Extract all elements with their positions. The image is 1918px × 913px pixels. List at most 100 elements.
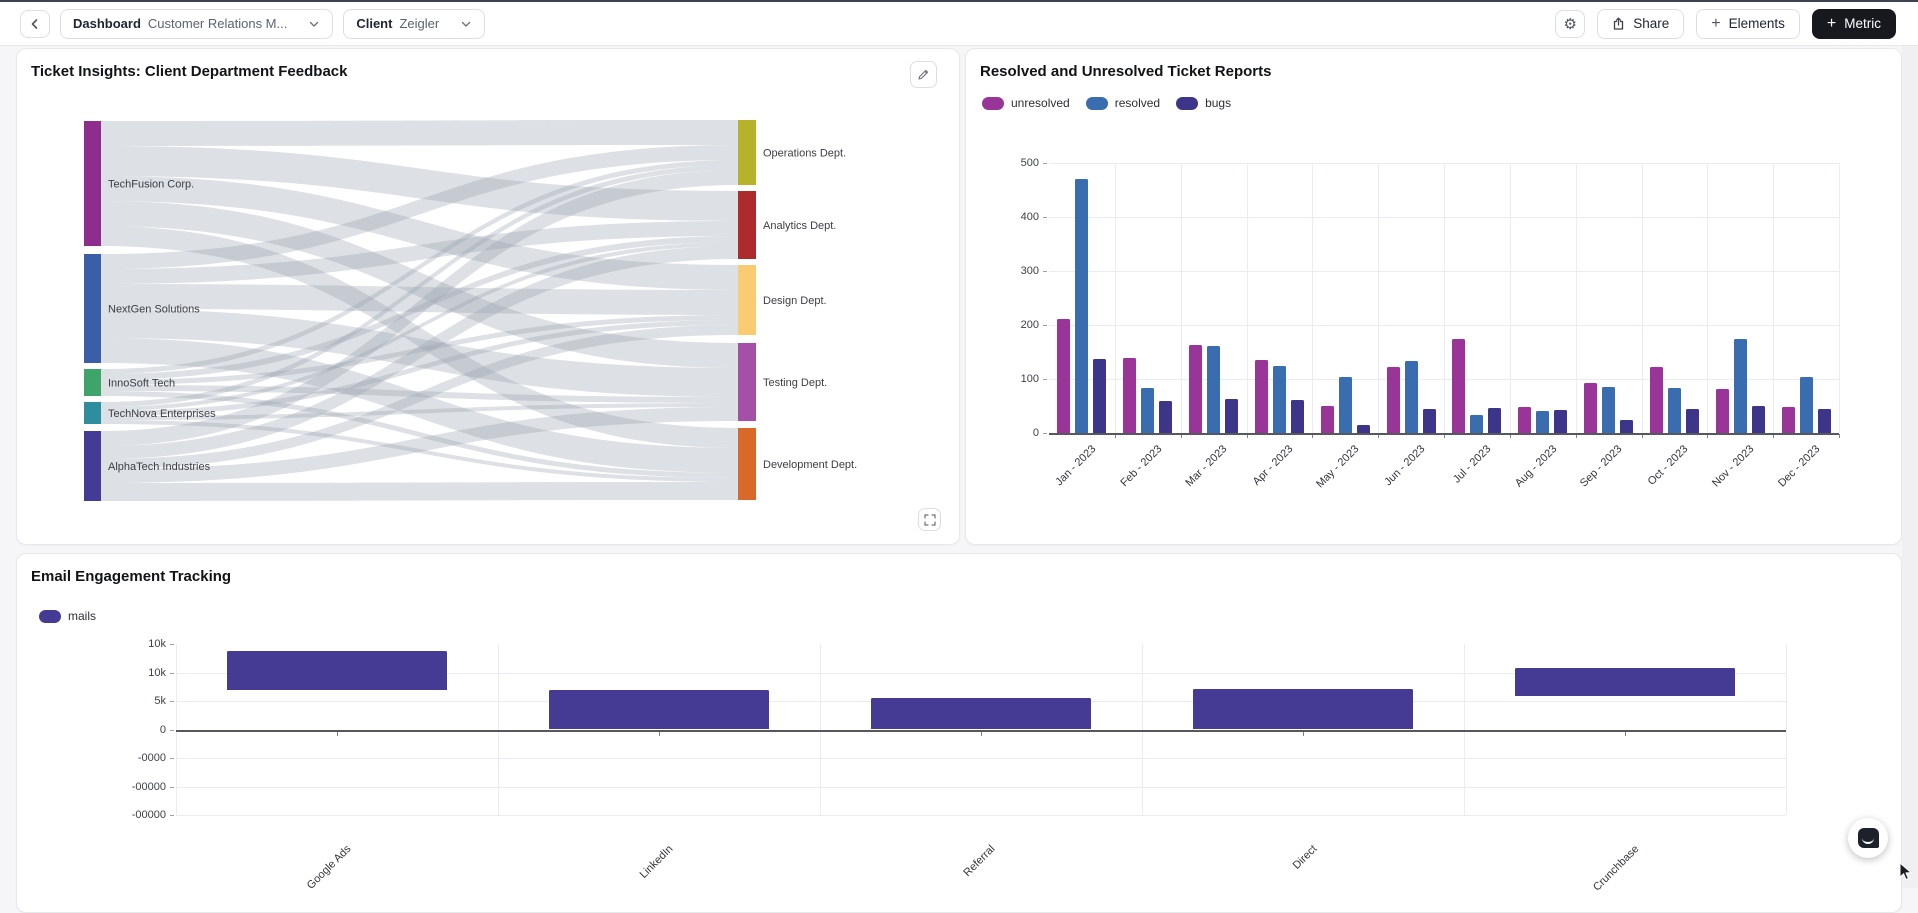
sankey-panel: Ticket Insights: Client Department Feedb… bbox=[16, 48, 960, 545]
email-panel: Email Engagement Tracking mails 10k 10k 5k… bbox=[16, 553, 1902, 913]
unresolved-legend-swatch bbox=[982, 96, 1004, 110]
sankey-link bbox=[101, 170, 738, 446]
y-tick-label: -0000 bbox=[137, 752, 166, 764]
sankey-link bbox=[101, 165, 738, 407]
legend-label: mails bbox=[68, 609, 97, 623]
y-tick bbox=[170, 786, 174, 788]
x-tick bbox=[1312, 434, 1314, 438]
sankey-link bbox=[101, 146, 738, 221]
email-bar-chart: 10k 10k 5k 0 -0000 -00000 -00000 Google Ads Link… bbox=[17, 554, 1901, 912]
sankey-node bbox=[84, 402, 101, 424]
topbar: Dashboard Customer Relations M... Client… bbox=[0, 2, 1918, 46]
sankey-link bbox=[101, 176, 738, 290]
resolved-bar bbox=[1404, 360, 1418, 433]
sankey-node-label: Testing Dept. bbox=[763, 377, 827, 389]
window-top-strip bbox=[0, 0, 1918, 2]
x-tick bbox=[1378, 434, 1380, 438]
y-tick bbox=[170, 672, 174, 674]
x-tick bbox=[337, 731, 338, 736]
x-tick bbox=[1114, 434, 1116, 438]
settings-button[interactable]: ⚙ bbox=[1555, 9, 1586, 38]
sankey-link bbox=[101, 120, 738, 146]
scrollbar[interactable] bbox=[1902, 46, 1918, 888]
sankey-link bbox=[101, 320, 738, 416]
topbar-right: ⚙ Share + Elements + Metric bbox=[1555, 8, 1918, 39]
sankey-link bbox=[101, 403, 738, 420]
legend-item: resolved bbox=[1085, 96, 1160, 110]
bugs-bar bbox=[1817, 408, 1831, 433]
y-tick-label: 500 bbox=[1020, 157, 1039, 169]
plus-icon: + bbox=[1711, 14, 1721, 32]
edit-metric-button[interactable] bbox=[910, 61, 937, 88]
y-tick bbox=[1043, 379, 1047, 380]
x-tick bbox=[1509, 434, 1511, 438]
resolved-legend-swatch bbox=[1085, 96, 1108, 110]
x-tick bbox=[1246, 434, 1248, 438]
resolved-bar bbox=[1667, 387, 1681, 433]
x-tick-label: Direct bbox=[1290, 843, 1320, 872]
sankey-link bbox=[101, 201, 738, 368]
client-selector[interactable]: Client Zeigler bbox=[343, 8, 486, 39]
dashboard-label: Dashboard bbox=[73, 16, 141, 31]
client-value: Zeigler bbox=[399, 16, 440, 31]
bugs-bar bbox=[1093, 359, 1107, 433]
sankey-link bbox=[101, 226, 738, 448]
x-tick-label: Jun - 2023 bbox=[1382, 443, 1428, 489]
sankey-link bbox=[101, 325, 738, 469]
x-tick bbox=[1773, 434, 1775, 438]
x-tick bbox=[981, 731, 982, 736]
sankey-link bbox=[101, 482, 738, 501]
share-icon bbox=[1614, 17, 1624, 30]
sankey-link bbox=[101, 309, 738, 397]
y-tick-label: 0 bbox=[1032, 427, 1039, 439]
chevron-down-icon bbox=[308, 18, 320, 30]
x-tick-label: Crunchbase bbox=[1591, 843, 1642, 894]
mails-bar bbox=[549, 689, 769, 730]
sankey-link bbox=[101, 221, 738, 284]
unresolved-bar bbox=[1320, 406, 1334, 433]
fullscreen-button[interactable] bbox=[918, 508, 941, 531]
x-tick-label: Google Ads bbox=[304, 843, 354, 892]
y-tick bbox=[1043, 271, 1047, 272]
unresolved-bar bbox=[1452, 339, 1466, 433]
x-tick bbox=[659, 731, 660, 736]
chat-launcher-button[interactable] bbox=[1848, 818, 1888, 858]
x-tick-label: Jul - 2023 bbox=[1450, 443, 1494, 486]
sankey-link bbox=[101, 391, 738, 478]
sankey-node-label: Development Dept. bbox=[763, 459, 857, 471]
dashboard-selector[interactable]: Dashboard Customer Relations M... bbox=[60, 8, 334, 39]
bugs-bar bbox=[1620, 419, 1634, 433]
x-tick-label: Oct - 2023 bbox=[1645, 443, 1691, 488]
sankey-link bbox=[101, 160, 738, 374]
mails-legend-swatch bbox=[39, 609, 61, 623]
sankey-node-label: TechNova Enterprises bbox=[108, 408, 216, 420]
gridline bbox=[1575, 163, 1577, 433]
sankey-node bbox=[738, 191, 756, 259]
add-elements-button[interactable]: + Elements bbox=[1696, 8, 1800, 39]
dashboard-value: Customer Relations M... bbox=[147, 16, 288, 31]
mails-bar bbox=[1193, 689, 1413, 730]
share-button[interactable]: Share bbox=[1597, 8, 1685, 39]
client-label: Client bbox=[356, 16, 393, 31]
gridline bbox=[176, 786, 1786, 788]
y-tick-label: 10k bbox=[148, 638, 166, 650]
unresolved-bar bbox=[1386, 367, 1400, 433]
sankey-node-label: Analytics Dept. bbox=[763, 220, 836, 232]
back-button[interactable] bbox=[20, 9, 50, 38]
sankey-node-label: Operations Dept. bbox=[763, 148, 846, 160]
resolved-bar bbox=[1470, 415, 1484, 433]
sankey-link bbox=[101, 242, 738, 411]
unresolved-bar bbox=[1584, 382, 1598, 433]
x-tick-label: Dec - 2023 bbox=[1775, 443, 1823, 490]
legend-item: unresolved bbox=[982, 96, 1070, 110]
topbar-left: Dashboard Customer Relations M... Client… bbox=[0, 8, 486, 39]
legend-label: bugs bbox=[1205, 96, 1232, 110]
mails-bar bbox=[227, 651, 447, 690]
sankey-node bbox=[738, 120, 756, 185]
bugs-bar bbox=[1159, 400, 1173, 433]
add-metric-button[interactable]: + Metric bbox=[1811, 8, 1896, 39]
mails-bar bbox=[1515, 667, 1735, 696]
mails-bar bbox=[871, 698, 1091, 730]
gridline bbox=[1773, 163, 1775, 433]
gridline bbox=[1444, 163, 1445, 433]
